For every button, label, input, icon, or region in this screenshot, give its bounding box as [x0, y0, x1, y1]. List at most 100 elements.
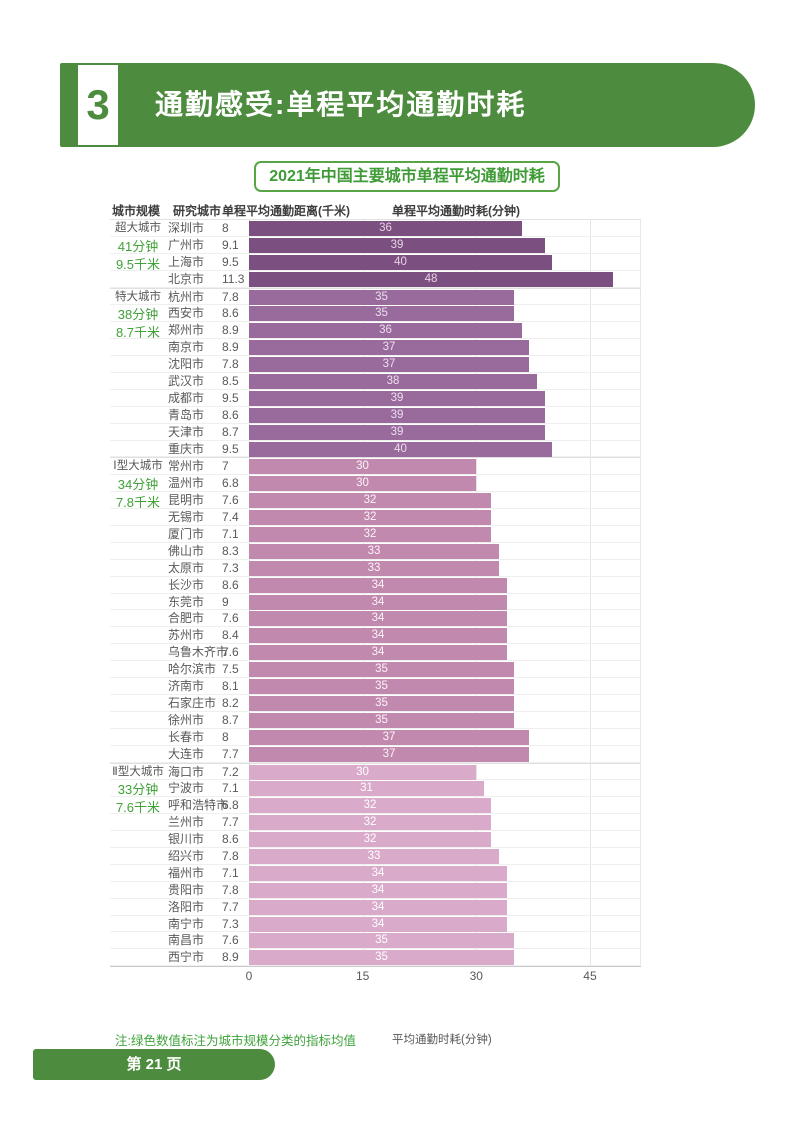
chart-row: 银川市 8.6 32 [110, 831, 641, 848]
time-bar: 35 [249, 695, 514, 711]
city-name: 徐州市 [168, 712, 205, 727]
distance-value: 7.7 [222, 815, 239, 830]
group-avg-distance: 7.8千米 [115, 495, 161, 511]
chart-body: 超大城市 41分钟 9.5千米 深圳市 8 36 广州市 9.1 39 上海市 9.5 40 北京市 11… [110, 219, 641, 967]
distance-value: 7.6 [222, 645, 239, 660]
distance-value: 7 [222, 459, 229, 474]
distance-value: 8.9 [222, 323, 239, 338]
city-name: 合肥市 [168, 611, 205, 626]
time-bar: 34 [249, 882, 507, 898]
distance-value: 8.5 [222, 374, 239, 389]
city-name: 佛山市 [168, 543, 205, 558]
distance-value: 9.1 [222, 237, 239, 252]
bar-value-label: 30 [356, 477, 369, 490]
group-avg-time: 34分钟 [117, 477, 159, 493]
chart-row: 广州市 9.1 39 [110, 237, 641, 254]
time-bar: 34 [249, 865, 507, 881]
distance-value: 8.7 [222, 712, 239, 727]
bar-value-label: 31 [360, 782, 373, 795]
bar-value-label: 37 [382, 747, 396, 760]
axis-tick-label: 30 [469, 969, 483, 984]
city-name: 郑州市 [168, 323, 205, 338]
city-name: 青岛市 [168, 407, 205, 422]
chart-row: 郑州市 8.9 36 [110, 322, 641, 340]
city-name: 东莞市 [168, 594, 205, 609]
chart-row: 无锡市 7.4 32 [110, 509, 641, 527]
bar-value-label: 34 [371, 866, 385, 879]
time-bar: 32 [249, 798, 491, 814]
city-name: 成都市 [168, 390, 205, 405]
time-bar: 39 [249, 407, 545, 423]
time-bar: 35 [249, 289, 514, 305]
city-name: 厦门市 [168, 527, 205, 542]
bar-value-label: 35 [375, 307, 388, 320]
time-bar: 36 [249, 221, 522, 236]
chart-row: 呼和浩特市 6.8 32 [110, 797, 641, 815]
time-bar: 30 [249, 459, 476, 475]
distance-value: 7.6 [222, 611, 239, 626]
section-number: 3 [86, 81, 110, 128]
bar-value-label: 33 [367, 561, 381, 574]
city-name: 绍兴市 [168, 848, 205, 863]
city-name: 西安市 [168, 306, 205, 321]
city-name: 宁波市 [168, 781, 205, 796]
time-bar: 37 [249, 746, 529, 762]
group-avg-time: 33分钟 [117, 782, 159, 798]
chart-row: 太原市 7.3 33 [110, 560, 641, 577]
chart-row: 武汉市 8.5 38 [110, 373, 641, 390]
page-number-pill: 第 21 页 [33, 1049, 275, 1080]
distance-value: 6.8 [222, 476, 239, 491]
group-avg-distance: 7.6千米 [115, 800, 161, 816]
chart-row: 兰州市 7.7 32 [110, 814, 641, 832]
chart-row: 宁波市 7.1 31 [110, 780, 641, 798]
distance-value: 8.1 [222, 679, 239, 694]
bar-value-label: 40 [394, 255, 407, 268]
time-bar: 40 [249, 441, 552, 457]
city-name: 太原市 [168, 560, 205, 575]
distance-value: 7.5 [222, 662, 239, 677]
chart-row: 杭州市 7.8 35 [110, 289, 641, 306]
chart-row: 上海市 9.5 40 [110, 254, 641, 271]
time-bar: 39 [249, 237, 545, 253]
time-bar: 34 [249, 577, 507, 593]
section-number-badge: 3 [78, 65, 118, 145]
distance-value: 7.1 [222, 865, 239, 880]
time-bar: 32 [249, 832, 491, 848]
bar-value-label: 35 [375, 713, 388, 726]
bar-value-label: 32 [363, 816, 377, 829]
chart-row: 贵阳市 7.8 34 [110, 882, 641, 899]
x-axis-line [110, 966, 641, 968]
time-bar: 34 [249, 899, 507, 915]
group-name: 特大城市 [115, 290, 161, 303]
time-bar: 33 [249, 560, 499, 576]
chart-row: 西安市 8.6 35 [110, 305, 641, 323]
bar-value-label: 34 [371, 612, 385, 625]
time-bar: 37 [249, 340, 529, 356]
city-name: 南昌市 [168, 933, 205, 948]
group-label-cell: Ⅰ型大城市 34分钟 7.8千米 [110, 458, 166, 512]
distance-value: 7.3 [222, 916, 239, 931]
city-name: 南宁市 [168, 916, 205, 931]
axis-ticks-row: 0 15 30 45 [110, 967, 641, 984]
chart-row: 青岛市 8.6 39 [110, 407, 641, 424]
column-header-city: 研究城市 [173, 204, 222, 218]
chart-row: 大连市 7.7 37 [110, 746, 641, 763]
chart-row: 常州市 7 30 [110, 458, 641, 476]
chart-row: 佛山市 8.3 33 [110, 543, 641, 560]
time-bar: 32 [249, 493, 491, 509]
chart-row: 温州市 6.8 30 [110, 475, 641, 493]
distance-value: 7.8 [222, 289, 239, 304]
distance-value: 7.7 [222, 746, 239, 761]
chart-header-row: 城市规模 研究城市 单程平均通勤距离(千米) 单程平均通勤时耗(分钟) [110, 202, 641, 219]
city-name: 北京市 [168, 271, 205, 286]
city-name: 银川市 [168, 832, 205, 847]
column-header-scale: 城市规模 [112, 204, 161, 218]
group-avg-distance: 9.5千米 [115, 256, 161, 272]
axis-tick-label: 15 [355, 969, 370, 984]
city-name: 海口市 [168, 764, 205, 779]
city-name: 重庆市 [168, 441, 205, 456]
bar-value-label: 39 [390, 391, 404, 404]
chart-row: 天津市 8.7 39 [110, 424, 641, 441]
bar-value-label: 32 [363, 833, 377, 846]
